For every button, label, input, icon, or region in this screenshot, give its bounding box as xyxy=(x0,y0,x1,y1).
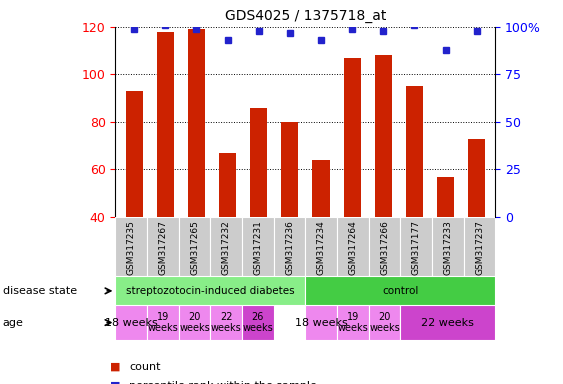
Bar xyxy=(337,217,369,276)
Text: ■: ■ xyxy=(110,381,120,384)
Bar xyxy=(400,305,495,340)
Bar xyxy=(274,217,305,276)
Bar xyxy=(250,108,267,217)
Text: control: control xyxy=(382,286,419,296)
Text: GSM317266: GSM317266 xyxy=(380,220,389,275)
Text: 18 weeks: 18 weeks xyxy=(105,318,158,328)
Bar xyxy=(147,217,178,276)
Bar xyxy=(282,122,298,217)
Text: 26
weeks: 26 weeks xyxy=(243,312,273,333)
Text: GSM317234: GSM317234 xyxy=(317,220,326,275)
Bar xyxy=(219,153,236,217)
Title: GDS4025 / 1375718_at: GDS4025 / 1375718_at xyxy=(225,9,386,23)
Bar xyxy=(432,217,464,276)
Text: 22
weeks: 22 weeks xyxy=(211,312,242,333)
Text: ■: ■ xyxy=(110,362,120,372)
Text: GSM317233: GSM317233 xyxy=(444,220,453,275)
Bar xyxy=(242,305,274,340)
Bar xyxy=(211,305,242,340)
Text: GSM317237: GSM317237 xyxy=(475,220,484,275)
Bar xyxy=(242,217,274,276)
Text: percentile rank within the sample: percentile rank within the sample xyxy=(129,381,318,384)
Bar xyxy=(400,217,432,276)
Bar xyxy=(115,276,305,305)
Bar xyxy=(179,217,211,276)
Text: GSM317232: GSM317232 xyxy=(222,220,231,275)
Text: age: age xyxy=(3,318,24,328)
Text: GSM317235: GSM317235 xyxy=(127,220,136,275)
Bar xyxy=(305,305,337,340)
Bar xyxy=(369,217,400,276)
Text: GSM317236: GSM317236 xyxy=(285,220,294,275)
Text: disease state: disease state xyxy=(3,286,77,296)
Bar xyxy=(147,305,178,340)
Bar xyxy=(211,217,242,276)
Bar xyxy=(375,55,392,217)
Bar xyxy=(157,31,174,217)
Text: 19
weeks: 19 weeks xyxy=(148,312,178,333)
Bar xyxy=(468,139,485,217)
Bar xyxy=(115,217,147,276)
Bar xyxy=(305,276,495,305)
Text: 20
weeks: 20 weeks xyxy=(369,312,400,333)
Text: 20
weeks: 20 weeks xyxy=(179,312,210,333)
Text: GSM317231: GSM317231 xyxy=(253,220,262,275)
Bar xyxy=(312,160,329,217)
Bar xyxy=(369,305,400,340)
Text: GSM317264: GSM317264 xyxy=(348,220,358,275)
Bar xyxy=(188,29,205,217)
Text: GSM317177: GSM317177 xyxy=(412,220,421,275)
Text: 22 weeks: 22 weeks xyxy=(422,318,475,328)
Bar xyxy=(406,86,423,217)
Text: GSM317265: GSM317265 xyxy=(190,220,199,275)
Bar xyxy=(179,305,211,340)
Bar xyxy=(437,177,454,217)
Text: 18 weeks: 18 weeks xyxy=(295,318,347,328)
Text: count: count xyxy=(129,362,161,372)
Bar xyxy=(126,91,142,217)
Bar xyxy=(305,217,337,276)
Bar xyxy=(337,305,369,340)
Text: 19
weeks: 19 weeks xyxy=(338,312,368,333)
Bar xyxy=(115,305,147,340)
Text: GSM317267: GSM317267 xyxy=(158,220,167,275)
Bar xyxy=(464,217,495,276)
Text: streptozotocin-induced diabetes: streptozotocin-induced diabetes xyxy=(126,286,295,296)
Bar xyxy=(343,58,361,217)
